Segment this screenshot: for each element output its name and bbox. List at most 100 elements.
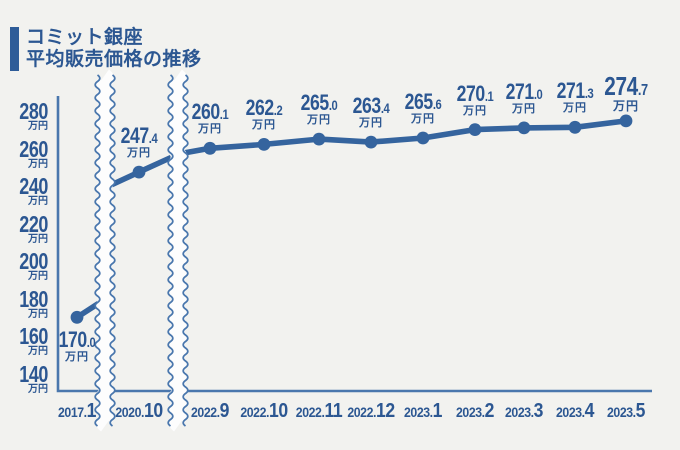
y-axis-tick: 200 万円 — [6, 248, 48, 282]
x-axis-tick: 2023.4 — [556, 401, 594, 421]
data-point — [416, 131, 430, 145]
x-tick-month: 4 — [584, 400, 595, 422]
data-label-value: 263.4 — [352, 93, 390, 119]
y-axis-tick: 240 万円 — [6, 173, 48, 207]
y-tick-unit: 万円 — [28, 308, 48, 320]
x-axis-tick: 2022.11 — [295, 400, 343, 422]
x-tick-year: 2017. — [58, 404, 87, 420]
x-tick-month: 10 — [143, 400, 163, 422]
data-label-unit: 万円 — [563, 102, 587, 115]
data-point — [70, 310, 84, 324]
data-label: 274.7 万円 — [599, 73, 653, 112]
x-axis-tick: 2023.1 — [404, 401, 442, 421]
data-label-unit: 万円 — [359, 117, 383, 130]
y-axis-tick: 280 万円 — [6, 98, 48, 132]
data-label-unit: 万円 — [512, 102, 536, 115]
data-label: 271.3 万円 — [552, 80, 598, 114]
data-label-value: 262.2 — [245, 95, 283, 121]
data-label-unit: 万円 — [198, 123, 222, 136]
chart-title: コミット銀座 平均販売価格の推移 — [26, 27, 202, 71]
data-label-value: 271.0 — [505, 78, 543, 104]
x-tick-year: 2023. — [556, 404, 585, 420]
x-axis-tick: 2023.5 — [607, 401, 645, 421]
x-tick-year: 2023. — [404, 404, 433, 420]
y-tick-unit: 万円 — [28, 196, 48, 207]
y-tick-value: 200 — [19, 248, 48, 274]
y-tick-value: 160 — [19, 323, 48, 349]
title-accent-bar — [10, 27, 19, 71]
x-axis-tick: 2023.3 — [505, 401, 543, 421]
x-tick-year: 2022. — [240, 404, 269, 420]
data-label-unit: 万円 — [127, 147, 151, 160]
data-point — [619, 114, 633, 128]
x-tick-year: 2023. — [456, 404, 485, 420]
y-tick-value: 220 — [19, 210, 48, 237]
data-label-value: 265.6 — [404, 89, 442, 114]
y-tick-value: 280 — [19, 98, 48, 124]
data-label-value: 265.0 — [300, 90, 338, 116]
x-tick-year: 2022. — [295, 404, 325, 420]
x-tick-year: 2022. — [347, 404, 376, 420]
y-tick-unit: 万円 — [28, 158, 48, 170]
axis-break-icon — [109, 74, 116, 427]
axis-break-mask — [96, 69, 114, 432]
data-label-unit: 万円 — [252, 119, 276, 132]
x-tick-month: 12 — [375, 400, 395, 422]
data-label-value: 170.0 — [58, 327, 96, 353]
axis-break-icon — [167, 74, 174, 427]
x-axis-tick: 2020.10 — [115, 400, 163, 422]
y-tick-unit: 万円 — [28, 121, 48, 132]
x-tick-month: 3 — [533, 400, 544, 422]
data-point — [132, 165, 146, 179]
data-label: 260.1 万円 — [187, 101, 233, 135]
x-tick-month: 9 — [219, 400, 230, 422]
data-label: 262.2 万円 — [241, 97, 287, 131]
data-label-value: 270.1 — [456, 80, 494, 106]
y-axis-tick: 260 万円 — [6, 137, 48, 170]
y-axis-tick: 180 万円 — [6, 285, 48, 320]
data-point — [364, 135, 378, 149]
x-tick-month: 1 — [86, 400, 97, 422]
data-label-unit: 万円 — [411, 113, 435, 125]
x-tick-month: 11 — [324, 400, 343, 422]
y-axis-tick: 220 万円 — [6, 210, 48, 245]
data-label: 247.4 万円 — [116, 125, 162, 159]
x-tick-month: 10 — [268, 400, 288, 422]
x-tick-year: 2023. — [607, 404, 636, 420]
x-axis-tick: 2017.1 — [58, 401, 96, 421]
y-tick-value: 140 — [19, 360, 48, 387]
y-tick-value: 240 — [19, 173, 48, 199]
data-line-segment — [180, 118, 627, 157]
axis-line — [56, 96, 652, 393]
y-tick-unit: 万円 — [28, 233, 48, 245]
y-axis-tick: 140 万円 — [6, 360, 48, 395]
x-tick-year: 2022. — [191, 404, 220, 420]
chart-title-block: コミット銀座 平均販売価格の推移 — [10, 27, 202, 71]
y-tick-unit: 万円 — [28, 383, 48, 395]
y-tick-unit: 万円 — [28, 271, 48, 282]
x-axis-tick: 2022.9 — [191, 401, 229, 421]
data-label-unit: 万円 — [307, 114, 331, 127]
data-label: 265.6 万円 — [400, 91, 446, 125]
data-label-value: 247.4 — [120, 123, 158, 149]
y-tick-unit: 万円 — [28, 346, 48, 357]
data-label-unit: 万円 — [65, 351, 89, 364]
data-point — [468, 123, 482, 136]
data-label: 265.0 万円 — [296, 92, 342, 126]
data-label-value: 271.3 — [556, 78, 594, 104]
data-label: 263.4 万円 — [348, 95, 394, 129]
data-label-unit: 万円 — [612, 98, 640, 113]
chart-title-line-1: コミット銀座 — [26, 27, 144, 48]
data-label: 170.0 万円 — [54, 329, 100, 363]
data-label: 271.0 万円 — [501, 78, 547, 115]
axis-break-icon — [182, 74, 189, 427]
x-tick-month: 1 — [432, 400, 443, 422]
y-axis-tick: 160 万円 — [6, 323, 48, 357]
y-tick-value: 180 — [19, 285, 48, 312]
data-label-value: 260.1 — [191, 99, 229, 125]
x-axis-tick: 2022.10 — [240, 400, 288, 422]
x-tick-month: 5 — [635, 400, 646, 422]
x-tick-year: 2020. — [115, 404, 144, 420]
